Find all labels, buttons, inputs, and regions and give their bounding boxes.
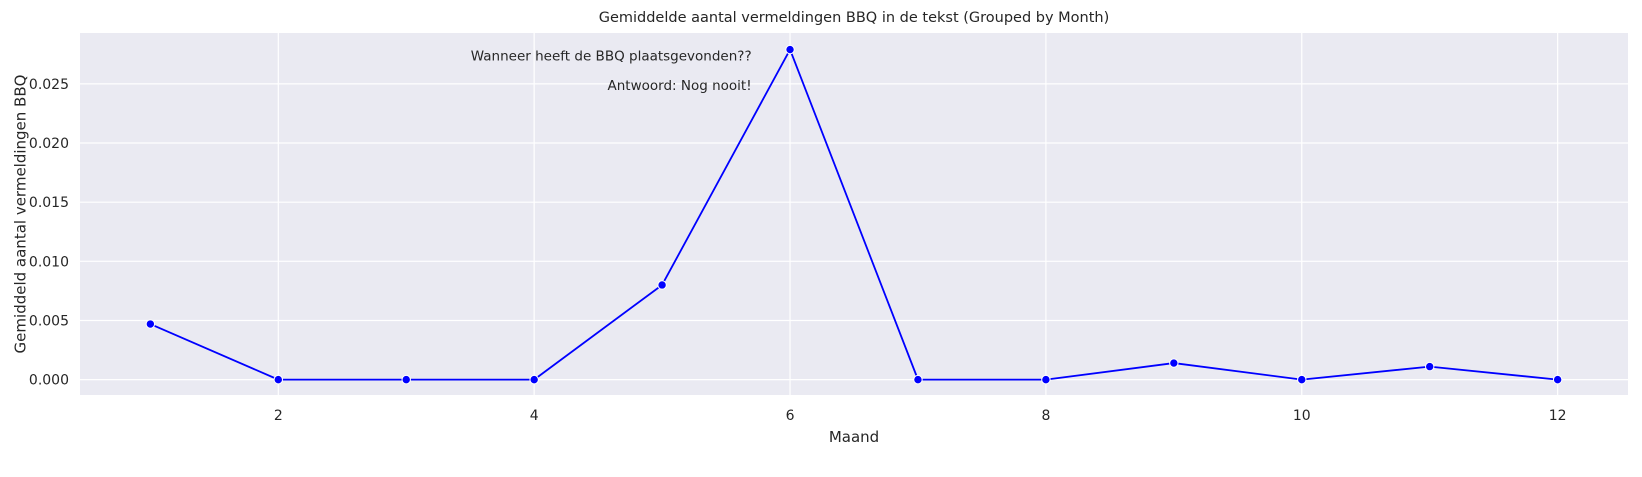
y-tick-label: 0.015 bbox=[29, 195, 69, 211]
x-tick-label: 4 bbox=[530, 408, 539, 424]
data-point bbox=[145, 319, 156, 329]
x-tick-label: 8 bbox=[1041, 408, 1050, 424]
data-point bbox=[529, 374, 539, 385]
y-axis-title: Gemiddeld aantal vermeldingen BBQ bbox=[11, 75, 29, 354]
data-point bbox=[785, 44, 795, 55]
annotations: Wanneer heeft de BBQ plaatsgevonden?? Ant… bbox=[471, 49, 752, 95]
data-point bbox=[1169, 358, 1179, 368]
y-tick-label: 0.005 bbox=[29, 313, 69, 329]
data-point bbox=[657, 280, 667, 290]
annotation-text: Antwoord: Nog nooit! bbox=[608, 78, 752, 94]
x-tick-label: 12 bbox=[1549, 408, 1567, 424]
x-tick-label: 10 bbox=[1293, 408, 1311, 424]
y-tick-label: 0.020 bbox=[29, 136, 69, 152]
annotation-text: Wanneer heeft de BBQ plaatsgevonden?? bbox=[471, 49, 752, 65]
gridlines bbox=[80, 33, 1628, 395]
data-point bbox=[273, 374, 283, 385]
data-point bbox=[913, 374, 923, 385]
series-layer bbox=[145, 44, 1563, 385]
data-point bbox=[401, 374, 411, 385]
series-line bbox=[150, 48, 1558, 381]
data-point bbox=[1552, 374, 1563, 385]
data-point bbox=[1425, 361, 1435, 372]
x-tick-label: 6 bbox=[786, 408, 795, 424]
y-tick-label: 0.025 bbox=[29, 77, 69, 93]
chart-title: Gemiddelde aantal vermeldingen BBQ in de… bbox=[599, 10, 1110, 26]
y-tick-label: 0.010 bbox=[29, 254, 69, 270]
data-point bbox=[1297, 374, 1307, 385]
y-tick-label: 0.000 bbox=[29, 373, 69, 389]
tick-labels: 2 4 6 8 10 12 0.000 0.005 0.010 0.015 0.020 0.025 bbox=[29, 77, 1567, 424]
x-tick-label: 2 bbox=[274, 408, 283, 424]
data-point bbox=[1041, 374, 1051, 385]
x-axis-title: Maand bbox=[829, 428, 879, 446]
